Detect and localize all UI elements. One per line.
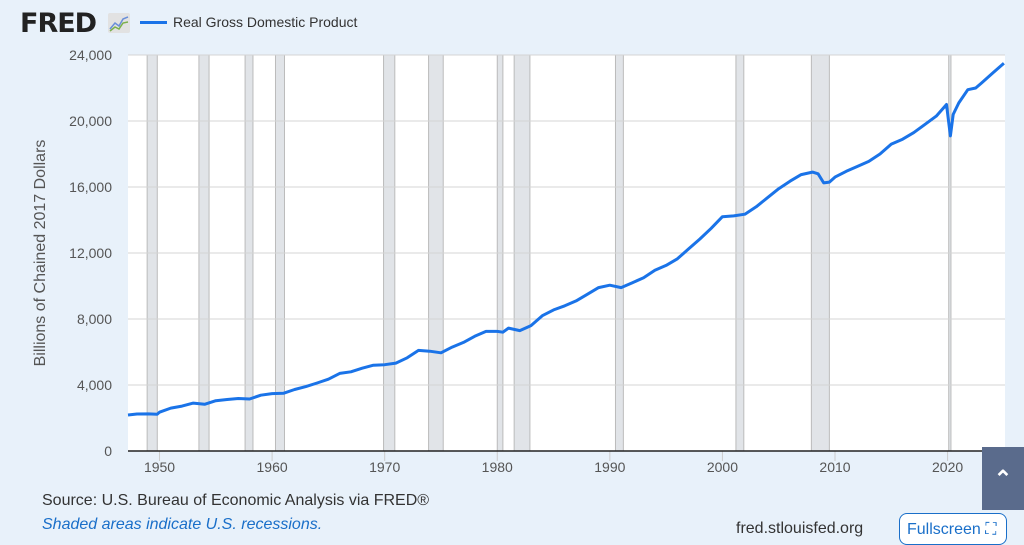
y-tick-label: 8,000 xyxy=(77,311,112,327)
fullscreen-icon: ⛶ xyxy=(985,521,997,538)
y-tick-label: 20,000 xyxy=(69,113,112,129)
y-axis-label: Billions of Chained 2017 Dollars xyxy=(32,140,49,367)
y-tick-label: 4,000 xyxy=(77,377,112,393)
y-tick-label: 12,000 xyxy=(69,245,112,261)
fred-logo[interactable]: FRED xyxy=(20,8,97,39)
series-line-real-gdp xyxy=(127,62,1005,417)
x-tick-label: 1970 xyxy=(369,459,400,475)
legend-swatch xyxy=(140,20,167,24)
x-tick-label: 1950 xyxy=(144,459,175,475)
x-tick-label: 2010 xyxy=(819,459,850,475)
source-text: Source: U.S. Bureau of Economic Analysis… xyxy=(42,492,430,509)
x-tick-label: 2020 xyxy=(932,459,963,475)
scroll-top-button[interactable]: ⌃ xyxy=(982,447,1024,510)
x-tick-label: 2000 xyxy=(707,459,738,475)
x-tick-label: 1980 xyxy=(482,459,513,475)
chevron-up-icon: ⌃ xyxy=(993,466,1013,491)
fullscreen-button[interactable]: Fullscreen ⛶ xyxy=(899,513,1007,545)
x-tick-label: 1960 xyxy=(257,459,288,475)
y-tick-label: 0 xyxy=(104,443,112,459)
recession-note[interactable]: Shaded areas indicate U.S. recessions. xyxy=(42,516,323,533)
legend: Real Gross Domestic Product xyxy=(140,14,357,30)
y-tick-label: 24,000 xyxy=(69,47,112,63)
y-tick-label: 16,000 xyxy=(69,179,112,195)
fullscreen-label: Fullscreen xyxy=(907,521,981,538)
site-url[interactable]: fred.stlouisfed.org xyxy=(736,520,864,537)
x-tick-label: 1990 xyxy=(594,459,625,475)
chart-logo-icon xyxy=(108,13,130,33)
legend-label: Real Gross Domestic Product xyxy=(173,14,358,30)
